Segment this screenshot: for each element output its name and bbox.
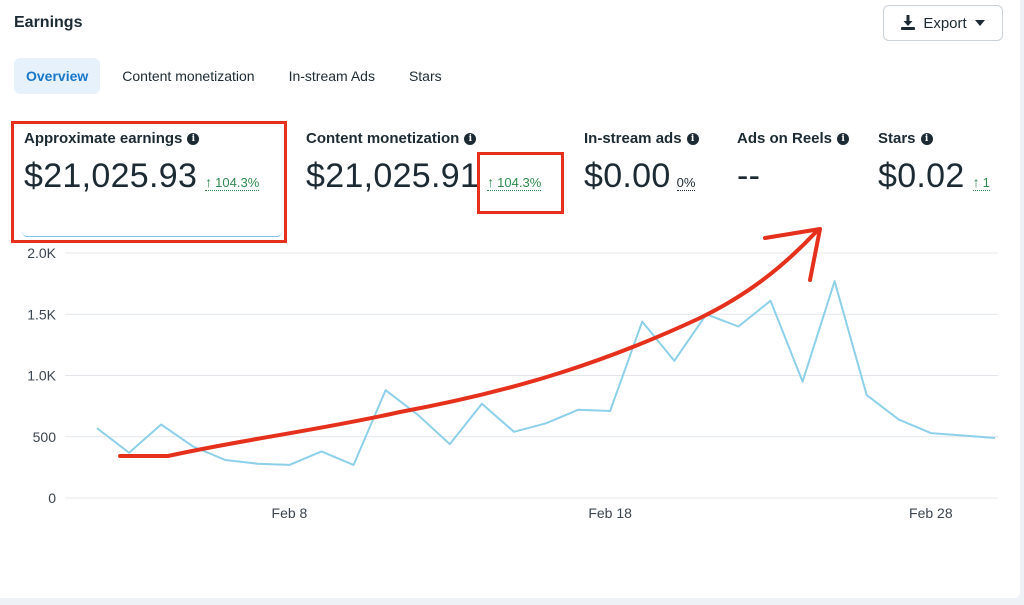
tab-stars[interactable]: Stars	[408, 68, 442, 84]
metric-change-value: 104.3%	[215, 174, 260, 190]
info-icon[interactable]: i	[187, 132, 200, 145]
data-point[interactable]	[672, 358, 677, 363]
tab-overview[interactable]: Overview	[14, 58, 101, 94]
data-point[interactable]	[640, 319, 645, 324]
data-point[interactable]	[191, 444, 196, 449]
data-point[interactable]	[993, 435, 998, 440]
y-tick-label: 2.0K	[27, 245, 56, 261]
metric-change: ↑ 1	[972, 174, 990, 191]
data-point[interactable]	[864, 393, 869, 398]
metric-value: --	[737, 157, 761, 195]
arrow-up-icon: ↑	[487, 174, 495, 190]
page-title: Earnings	[14, 14, 83, 31]
annotation-box-change	[477, 152, 564, 214]
y-tick-label: 500	[33, 429, 57, 445]
info-icon[interactable]: i	[920, 132, 933, 145]
download-icon	[901, 15, 916, 31]
info-icon[interactable]: i	[686, 132, 699, 145]
metric-value: $21,025.91	[306, 157, 480, 195]
metric-content-monetization[interactable]: Content monetization i $21,025.91 ↑ 104.…	[306, 130, 542, 196]
metric-label: Stars	[878, 130, 916, 147]
x-tick-label: Feb 8	[272, 505, 308, 521]
x-tick-label: Feb 18	[588, 505, 632, 521]
caret-down-icon	[974, 20, 985, 26]
metric-value: $21,025.93	[24, 157, 198, 195]
data-point[interactable]	[704, 312, 709, 317]
data-point[interactable]	[608, 409, 613, 414]
metric-label: Approximate earnings	[24, 130, 183, 147]
data-point[interactable]	[447, 442, 452, 447]
data-point[interactable]	[127, 450, 132, 455]
metric-stars[interactable]: Stars i $0.02 ↑ 1	[878, 130, 990, 196]
data-point[interactable]	[928, 431, 933, 436]
export-button[interactable]: Export	[883, 5, 1003, 41]
export-label: Export	[923, 14, 967, 32]
data-point[interactable]	[319, 449, 324, 454]
data-point[interactable]	[95, 426, 100, 431]
series-line	[96, 280, 996, 466]
data-point[interactable]	[479, 401, 484, 406]
data-point[interactable]	[287, 462, 292, 467]
metric-stars-clip: Stars i $0.02 ↑ 1	[878, 130, 1004, 210]
metric-in-stream-ads[interactable]: In-stream ads i $0.00 0%	[584, 130, 699, 196]
data-point[interactable]	[736, 324, 741, 329]
earnings-line-chart: 2.0K 1.5K 1.0K 500 0 Feb 8 Feb 18 Feb 28	[27, 245, 998, 521]
data-point[interactable]	[544, 421, 549, 426]
metric-change: ↑ 104.3%	[487, 174, 542, 191]
metric-ads-on-reels[interactable]: Ads on Reels i --	[737, 130, 850, 196]
tab-bar: Overview Content monetization In-stream …	[14, 58, 464, 94]
metric-change: 0%	[676, 175, 696, 191]
data-point[interactable]	[832, 279, 837, 284]
data-point[interactable]	[383, 388, 388, 393]
data-point[interactable]	[576, 407, 581, 412]
data-point[interactable]	[800, 379, 805, 384]
metric-value: $0.00	[584, 157, 671, 195]
data-point[interactable]	[960, 433, 965, 438]
metric-change-value: 104.3%	[497, 174, 542, 190]
arrow-up-icon: ↑	[205, 174, 213, 190]
annotation-box-earnings	[11, 121, 287, 243]
metric-change-value: 0%	[676, 175, 696, 190]
data-point[interactable]	[415, 412, 420, 417]
metric-approximate-earnings[interactable]: Approximate earnings i $21,025.93 ↑ 104.…	[24, 130, 260, 196]
tab-content-monetization[interactable]: Content monetization	[122, 68, 255, 84]
metric-value: $0.02	[878, 157, 965, 195]
metric-change: ↑ 104.3%	[205, 174, 260, 191]
info-icon[interactable]: i	[837, 132, 850, 145]
data-point[interactable]	[896, 417, 901, 422]
metric-change-value: 1	[982, 174, 990, 190]
info-icon[interactable]: i	[464, 132, 477, 145]
data-point[interactable]	[511, 429, 516, 434]
data-point[interactable]	[768, 298, 773, 303]
metric-label: Ads on Reels	[737, 130, 833, 147]
metric-label: In-stream ads	[584, 130, 682, 147]
tab-in-stream-ads[interactable]: In-stream Ads	[288, 68, 375, 84]
y-tick-label: 1.5K	[27, 306, 56, 322]
data-point[interactable]	[223, 458, 228, 463]
data-point[interactable]	[159, 422, 164, 427]
data-point[interactable]	[351, 462, 356, 467]
metric-label: Content monetization	[306, 130, 460, 147]
y-tick-label: 1.0K	[27, 368, 56, 384]
arrow-up-icon: ↑	[972, 174, 980, 190]
y-tick-label: 0	[48, 490, 56, 506]
data-point[interactable]	[255, 461, 260, 466]
x-tick-label: Feb 28	[909, 505, 953, 521]
